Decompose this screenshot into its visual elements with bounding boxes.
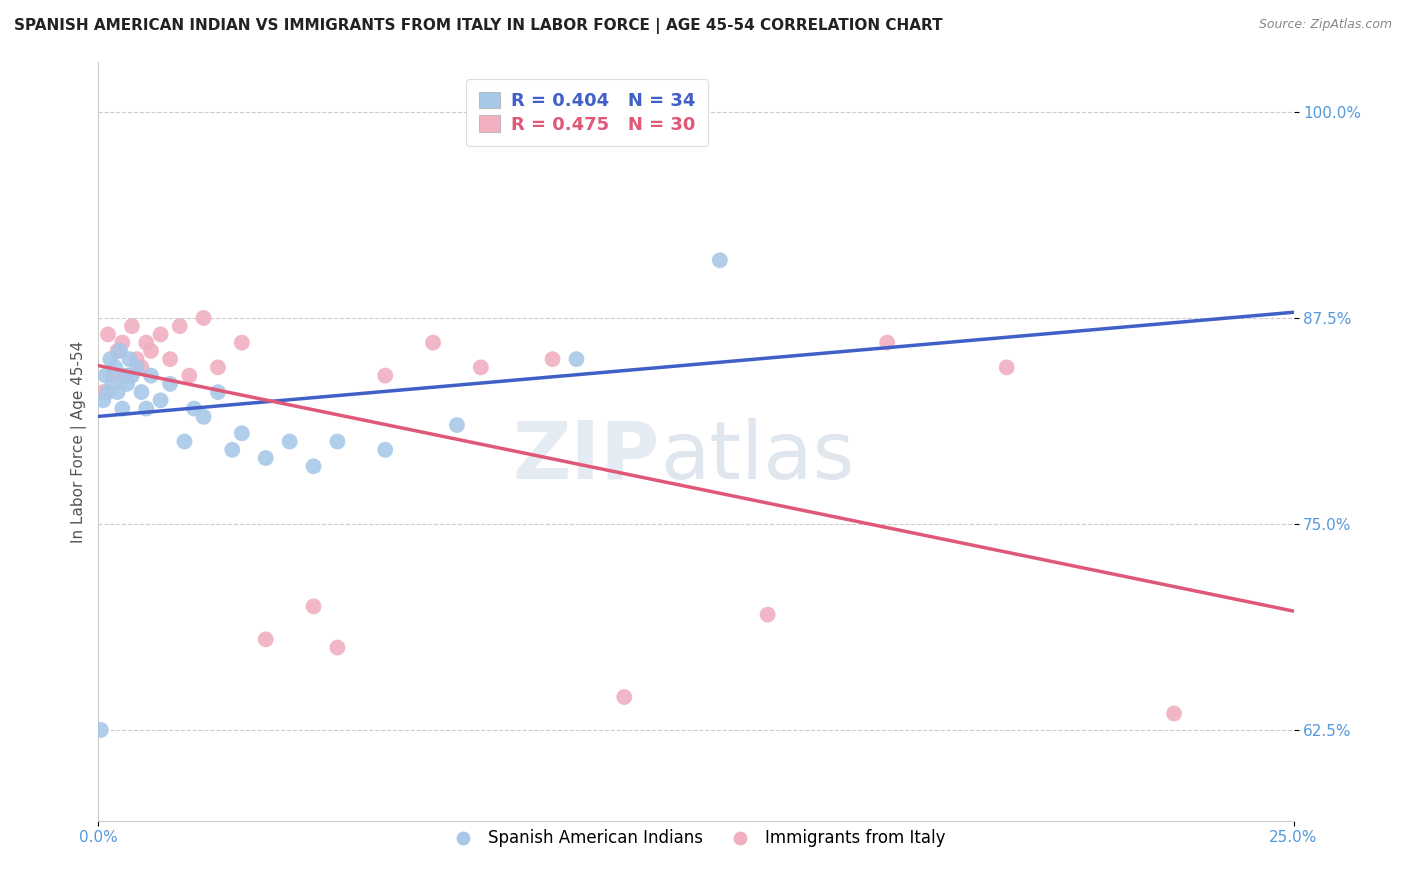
Point [121, 368, 143, 383]
Point [104, 360, 127, 375]
Point [131, 360, 153, 375]
Point [221, 442, 243, 457]
Point [125, 360, 148, 375]
Point [207, 385, 229, 400]
Point [111, 335, 134, 350]
Point [159, 352, 181, 367]
Point [111, 401, 134, 416]
Point [139, 343, 162, 358]
Point [254, 450, 277, 465]
Point [139, 368, 162, 383]
Point [1163, 706, 1185, 721]
Legend: Spanish American Indians, Immigrants from Italy: Spanish American Indians, Immigrants fro… [440, 822, 952, 854]
Point [169, 319, 191, 334]
Point [231, 426, 253, 441]
Point [613, 690, 636, 704]
Text: Source: ZipAtlas.com: Source: ZipAtlas.com [1258, 18, 1392, 31]
Point [302, 599, 325, 614]
Point [254, 632, 277, 647]
Point [108, 343, 131, 358]
Point [995, 360, 1018, 375]
Point [278, 434, 301, 449]
Point [446, 418, 468, 433]
Point [374, 442, 396, 457]
Point [118, 352, 141, 367]
Point [135, 335, 157, 350]
Point [97, 385, 120, 400]
Point [107, 343, 129, 358]
Point [115, 376, 138, 391]
Point [183, 401, 205, 416]
Point [121, 319, 143, 334]
Point [173, 434, 195, 449]
Point [90, 723, 112, 737]
Point [470, 360, 492, 375]
Point [91, 385, 114, 400]
Point [159, 376, 181, 391]
Text: SPANISH AMERICAN INDIAN VS IMMIGRANTS FROM ITALY IN LABOR FORCE | AGE 45-54 CORR: SPANISH AMERICAN INDIAN VS IMMIGRANTS FR… [14, 18, 942, 34]
Point [115, 368, 138, 383]
Point [101, 376, 124, 391]
Point [709, 253, 731, 268]
Point [179, 368, 201, 383]
Point [135, 401, 157, 416]
Point [149, 327, 172, 342]
Point [193, 409, 215, 424]
Point [565, 352, 588, 367]
Text: ZIP: ZIP [513, 417, 661, 496]
Point [374, 368, 396, 383]
Point [207, 360, 229, 375]
Point [131, 385, 153, 400]
Point [125, 352, 148, 367]
Point [91, 393, 114, 408]
Point [101, 368, 124, 383]
Point [422, 335, 444, 350]
Point [97, 327, 120, 342]
Point [98, 352, 122, 367]
Point [541, 352, 564, 367]
Point [231, 335, 253, 350]
Y-axis label: In Labor Force | Age 45-54: In Labor Force | Age 45-54 [72, 341, 87, 542]
Point [326, 434, 349, 449]
Point [326, 640, 349, 655]
Point [756, 607, 779, 622]
Point [149, 393, 172, 408]
Point [94, 368, 117, 383]
Point [302, 459, 325, 474]
Point [114, 368, 136, 383]
Point [107, 385, 129, 400]
Text: atlas: atlas [661, 417, 855, 496]
Point [193, 310, 215, 325]
Point [876, 335, 898, 350]
